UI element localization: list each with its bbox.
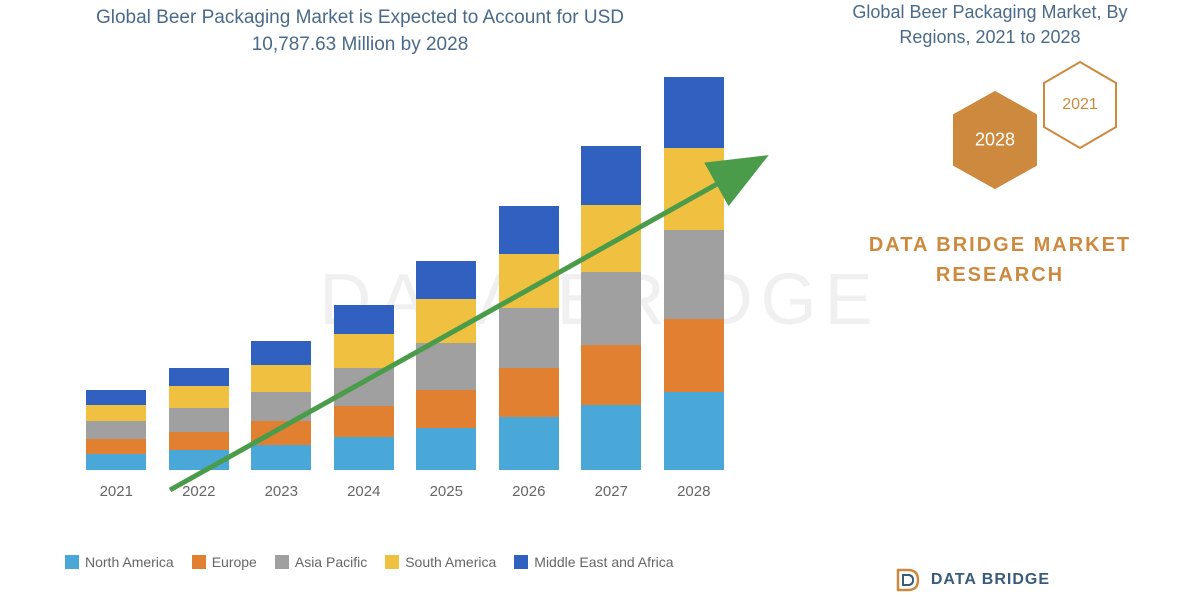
chart-legend: North America Europe Asia Pacific South Ame… (65, 554, 765, 570)
bar-segment (251, 445, 311, 470)
bar-segment (499, 206, 559, 253)
bar-stack (499, 206, 559, 470)
legend-swatch (65, 555, 79, 569)
bar-segment (581, 272, 641, 345)
bar-segment (499, 254, 559, 309)
bar-segment (664, 319, 724, 392)
bar-segment (251, 365, 311, 392)
bar-segment (416, 261, 476, 299)
bar-segment (416, 390, 476, 428)
x-axis-label: 2021 (86, 483, 146, 500)
bar-segment (334, 368, 394, 406)
hex-2021: 2021 (1040, 60, 1120, 150)
bar-segment (334, 305, 394, 334)
legend-swatch (514, 555, 528, 569)
legend-swatch (275, 555, 289, 569)
legend-item: South America (385, 554, 496, 570)
logo: DATA BRIDGE (893, 565, 1050, 595)
chart-container: 2021 2022 2023 2024 2025 2026 2027 2028 (75, 70, 735, 500)
legend-label: Asia Pacific (295, 554, 367, 570)
bar-stack (86, 390, 146, 470)
bar-segment (86, 439, 146, 454)
legend-swatch (385, 555, 399, 569)
bars-container (75, 70, 735, 470)
bar-stack (251, 341, 311, 470)
bar-segment (169, 432, 229, 450)
legend-swatch (192, 555, 206, 569)
bar-segment (251, 421, 311, 445)
bar-segment (581, 405, 641, 470)
bar-segment (334, 437, 394, 470)
legend-item: Europe (192, 554, 257, 570)
x-axis-label: 2025 (416, 483, 476, 500)
bar-stack (581, 146, 641, 470)
x-axis-label: 2026 (499, 483, 559, 500)
bar-segment (169, 368, 229, 386)
brand-text: DATA BRIDGE MARKET RESEARCH (860, 230, 1140, 290)
bar-segment (416, 343, 476, 390)
bar-segment (169, 386, 229, 408)
legend-item: Asia Pacific (275, 554, 367, 570)
bar-segment (664, 148, 724, 230)
logo-icon (893, 565, 923, 595)
bar-stack (169, 368, 229, 470)
bar-segment (581, 146, 641, 204)
legend-label: Middle East and Africa (534, 554, 673, 570)
bar-segment (581, 205, 641, 272)
bar-segment (86, 454, 146, 470)
legend-item: Middle East and Africa (514, 554, 673, 570)
hex-2021-label: 2021 (1062, 96, 1098, 114)
bar-segment (581, 345, 641, 405)
bar-segment (169, 450, 229, 470)
legend-item: North America (65, 554, 174, 570)
bar-segment (499, 308, 559, 368)
bar-segment (664, 77, 724, 148)
legend-label: Europe (212, 554, 257, 570)
bar-segment (664, 230, 724, 319)
bar-segment (416, 428, 476, 470)
hex-2028: 2028 (950, 90, 1040, 190)
bar-stack (664, 77, 724, 470)
bar-segment (251, 392, 311, 421)
bar-segment (416, 299, 476, 343)
bar-segment (334, 334, 394, 369)
x-axis-labels: 2021 2022 2023 2024 2025 2026 2027 2028 (75, 483, 735, 500)
bar-segment (169, 408, 229, 432)
x-axis-label: 2028 (664, 483, 724, 500)
chart-title-right: Global Beer Packaging Market, By Regions… (820, 0, 1160, 50)
legend-label: North America (85, 554, 174, 570)
bar-segment (86, 390, 146, 405)
bar-segment (86, 421, 146, 439)
legend-label: South America (405, 554, 496, 570)
x-axis-label: 2023 (251, 483, 311, 500)
bar-stack (334, 305, 394, 470)
logo-text: DATA BRIDGE (931, 571, 1050, 589)
bar-segment (499, 417, 559, 470)
bar-segment (499, 368, 559, 417)
bar-segment (86, 405, 146, 421)
x-axis-label: 2024 (334, 483, 394, 500)
x-axis-label: 2027 (581, 483, 641, 500)
bar-segment (664, 392, 724, 470)
hex-2028-label: 2028 (975, 130, 1015, 151)
chart-title-left: Global Beer Packaging Market is Expected… (80, 5, 640, 58)
bar-stack (416, 261, 476, 470)
bar-segment (251, 341, 311, 365)
year-hexagons: 2028 2021 (930, 70, 1150, 200)
bar-segment (334, 406, 394, 437)
x-axis-label: 2022 (169, 483, 229, 500)
